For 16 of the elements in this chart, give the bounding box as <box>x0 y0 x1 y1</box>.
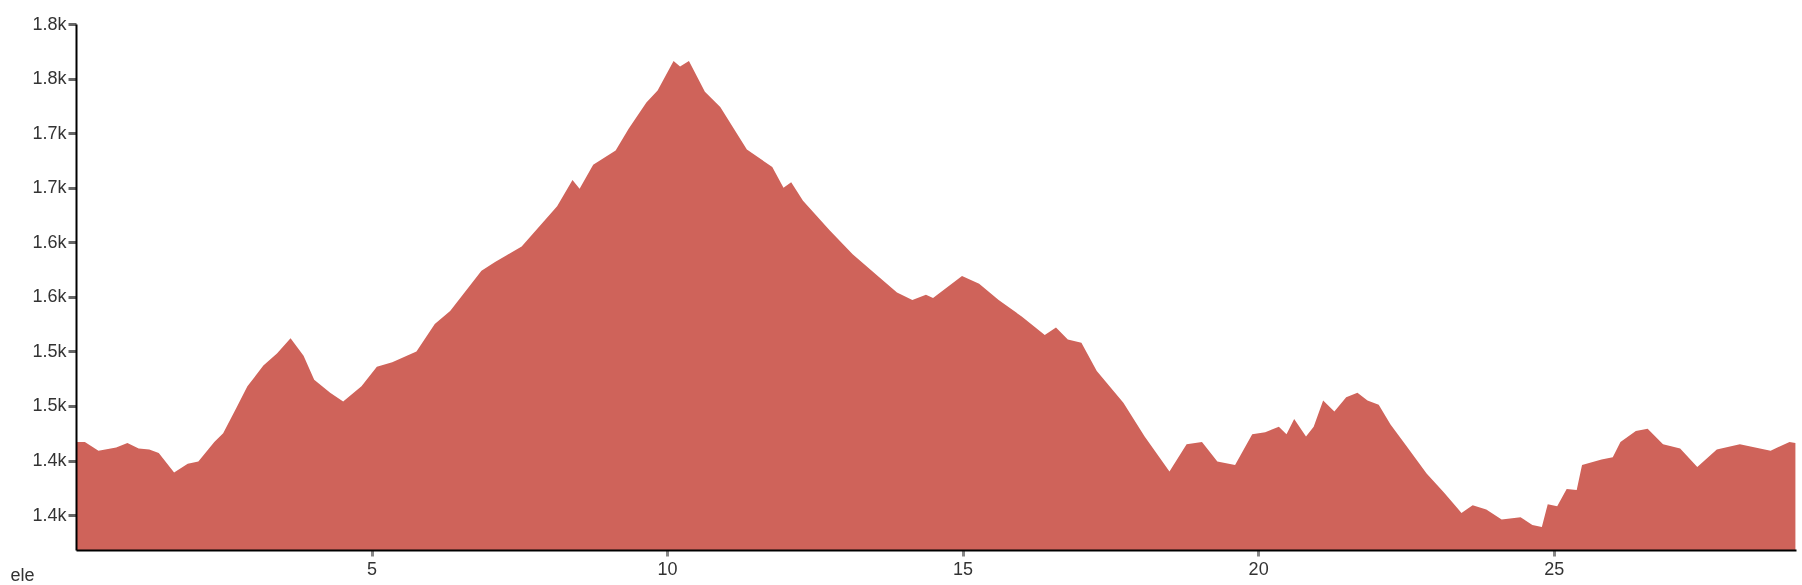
x-tick-label: 25 <box>1544 558 1565 579</box>
y-tick-label: 1.5k <box>32 340 68 361</box>
y-tick-label: 1.6k <box>32 286 68 307</box>
y-tick-label: 1.7k <box>32 177 68 198</box>
y-tick-label: 1.7k <box>32 122 68 143</box>
y-axis-title: ele <box>10 564 35 585</box>
y-tick-label: 1.6k <box>32 231 68 252</box>
y-tick-label: 1.4k <box>32 450 68 471</box>
x-tick-label: 10 <box>657 558 678 579</box>
y-tick-label: 1.5k <box>32 395 68 416</box>
x-tick-label: 15 <box>953 558 974 579</box>
x-tick-label: 20 <box>1248 558 1269 579</box>
x-tick-label: 5 <box>367 558 378 579</box>
y-tick-label: 1.8k <box>32 13 68 34</box>
y-tick-label: 1.4k <box>32 504 68 525</box>
y-tick-label: 1.8k <box>32 68 68 89</box>
